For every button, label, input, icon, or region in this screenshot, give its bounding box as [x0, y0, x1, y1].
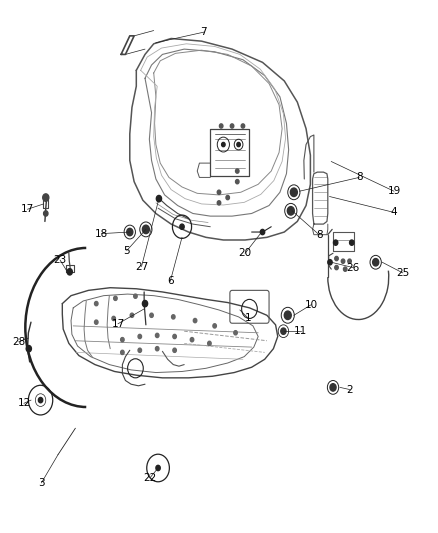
Text: 17: 17: [111, 319, 125, 329]
Circle shape: [193, 318, 197, 322]
Circle shape: [67, 269, 72, 275]
Text: 18: 18: [95, 229, 108, 239]
Circle shape: [156, 465, 160, 471]
Circle shape: [43, 194, 49, 201]
Circle shape: [156, 196, 162, 202]
Circle shape: [95, 320, 98, 324]
Circle shape: [234, 330, 237, 335]
Circle shape: [236, 180, 239, 184]
Circle shape: [138, 348, 141, 352]
Circle shape: [222, 142, 225, 147]
Text: 22: 22: [144, 473, 157, 482]
Circle shape: [173, 334, 177, 338]
Text: 27: 27: [135, 262, 148, 271]
Circle shape: [335, 265, 338, 270]
Circle shape: [120, 337, 124, 342]
Circle shape: [114, 296, 117, 301]
Text: 8: 8: [356, 172, 363, 182]
Circle shape: [134, 294, 137, 298]
Circle shape: [120, 350, 124, 354]
Circle shape: [172, 315, 175, 319]
Text: 4: 4: [391, 207, 397, 217]
Text: 5: 5: [124, 246, 130, 256]
Circle shape: [26, 345, 32, 352]
Circle shape: [260, 229, 265, 235]
Text: 20: 20: [239, 248, 252, 259]
Circle shape: [236, 169, 239, 173]
Circle shape: [217, 190, 221, 195]
Circle shape: [112, 317, 116, 320]
Text: 19: 19: [387, 186, 401, 196]
Circle shape: [290, 188, 297, 197]
Text: 2: 2: [346, 384, 353, 394]
Text: 25: 25: [396, 268, 409, 278]
Circle shape: [350, 240, 354, 245]
Circle shape: [284, 311, 291, 319]
Circle shape: [127, 228, 133, 236]
Circle shape: [341, 259, 345, 263]
Circle shape: [95, 302, 98, 306]
Circle shape: [335, 256, 338, 261]
Circle shape: [142, 225, 149, 233]
Circle shape: [348, 259, 351, 263]
Text: 23: 23: [53, 255, 67, 265]
Circle shape: [44, 211, 48, 216]
Text: 28: 28: [12, 337, 25, 347]
Circle shape: [130, 313, 134, 317]
Text: 26: 26: [346, 263, 360, 272]
Circle shape: [287, 207, 294, 215]
Circle shape: [155, 333, 159, 337]
Text: 6: 6: [167, 276, 173, 286]
Circle shape: [237, 142, 240, 147]
Circle shape: [330, 384, 336, 391]
Text: 8: 8: [316, 230, 322, 240]
Text: 10: 10: [305, 300, 318, 310]
Circle shape: [343, 267, 347, 271]
Circle shape: [226, 196, 230, 200]
Circle shape: [328, 260, 332, 265]
Text: 3: 3: [38, 478, 45, 488]
Circle shape: [208, 341, 211, 345]
Circle shape: [333, 240, 338, 245]
Circle shape: [217, 201, 221, 205]
Circle shape: [373, 259, 379, 266]
Text: 17: 17: [21, 204, 34, 214]
Circle shape: [219, 124, 223, 128]
Circle shape: [150, 313, 153, 317]
Circle shape: [213, 324, 216, 328]
Circle shape: [180, 224, 184, 229]
Text: 7: 7: [201, 27, 207, 37]
Circle shape: [39, 398, 43, 403]
Text: 12: 12: [18, 398, 31, 408]
Text: 1: 1: [245, 313, 252, 324]
Circle shape: [241, 124, 245, 128]
Text: 11: 11: [294, 326, 307, 336]
Circle shape: [142, 301, 148, 307]
Circle shape: [155, 346, 159, 351]
Circle shape: [230, 124, 234, 128]
Circle shape: [173, 348, 177, 352]
Circle shape: [138, 334, 141, 338]
Circle shape: [190, 337, 194, 342]
Circle shape: [281, 328, 286, 334]
